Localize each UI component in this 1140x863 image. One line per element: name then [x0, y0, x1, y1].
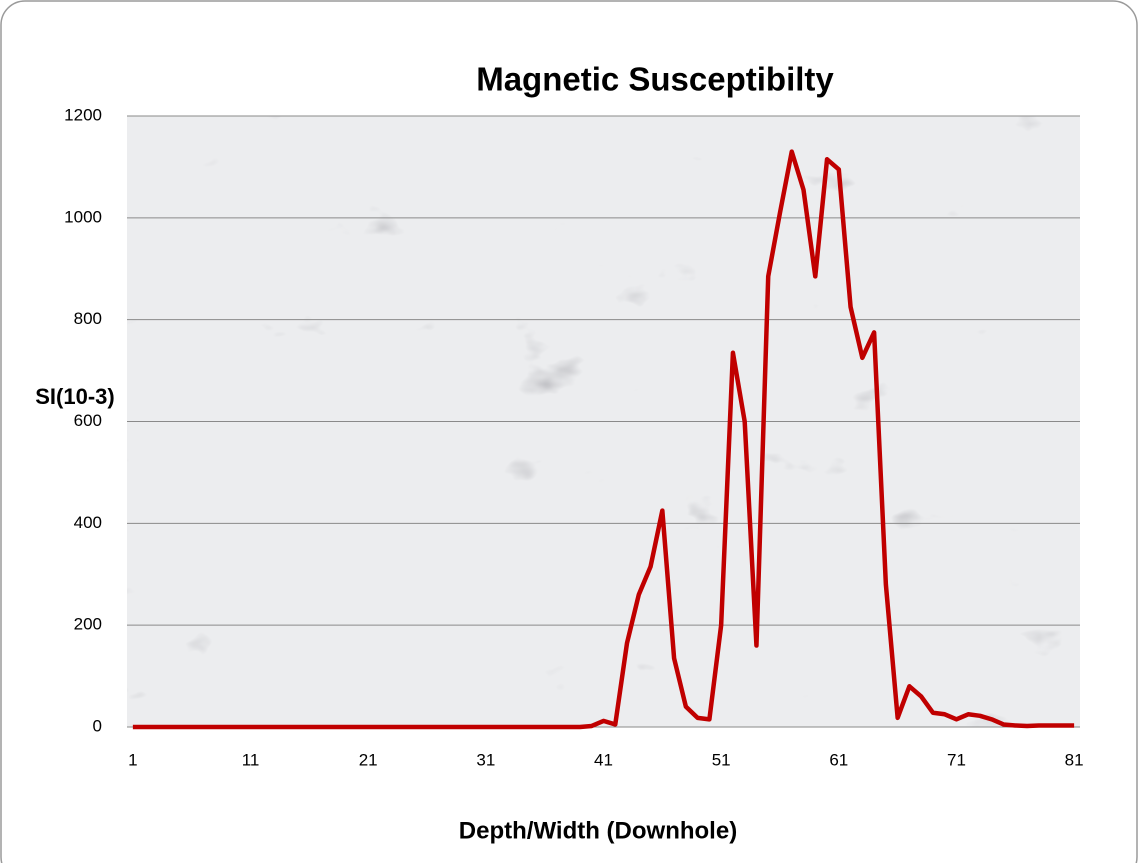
y-tick-label: 1000: [64, 207, 102, 226]
data-line: [132, 149, 1075, 730]
x-tick-label: 51: [712, 750, 731, 769]
y-tick-label: 200: [74, 615, 102, 634]
y-axis-label: SI(10-3): [35, 384, 114, 409]
x-tick-label: 11: [242, 750, 260, 769]
y-tick-label: 600: [74, 411, 102, 430]
x-tick-label: 71: [947, 750, 966, 769]
y-tick-label: 400: [74, 513, 102, 532]
x-tick-label: 1: [128, 750, 137, 769]
y-tick-label: 0: [93, 716, 102, 735]
x-tick-label: 61: [829, 750, 848, 769]
y-tick-label: 800: [74, 309, 102, 328]
x-tick-label: 31: [476, 750, 495, 769]
x-axis-label: Depth/Width (Downhole): [459, 817, 737, 844]
chart-title: Magnetic Susceptibilty: [476, 61, 834, 98]
x-tick-label: 41: [594, 750, 613, 769]
x-tick-label: 81: [1065, 750, 1084, 769]
x-tick-label: 21: [359, 750, 378, 769]
y-tick-label: 1200: [64, 105, 102, 124]
